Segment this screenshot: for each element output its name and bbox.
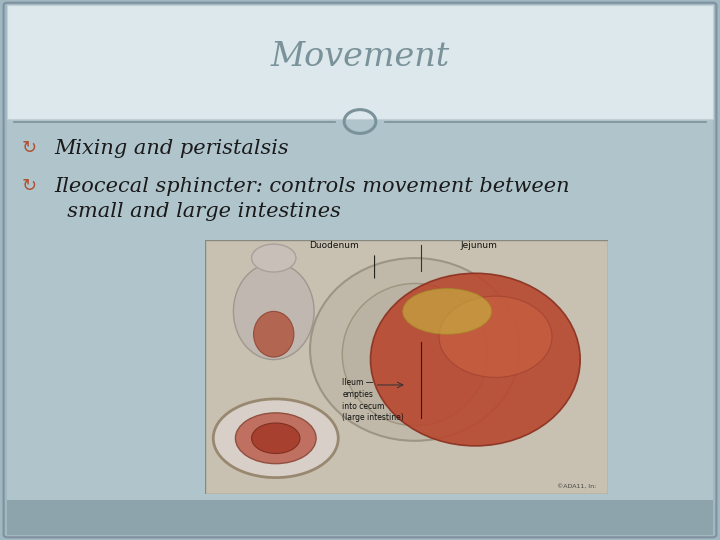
Ellipse shape: [310, 258, 520, 441]
Text: Mixing and peristalsis: Mixing and peristalsis: [54, 139, 289, 158]
Circle shape: [251, 244, 296, 272]
Text: small and large intestines: small and large intestines: [54, 202, 341, 221]
Ellipse shape: [342, 284, 487, 426]
Text: Duodenum: Duodenum: [310, 241, 359, 251]
Circle shape: [251, 423, 300, 454]
Text: ↻: ↻: [22, 139, 37, 158]
Bar: [7, 119, 713, 535]
Circle shape: [235, 413, 316, 464]
Ellipse shape: [371, 273, 580, 446]
Text: ©ADA11, In:: ©ADA11, In:: [557, 484, 596, 489]
Ellipse shape: [233, 263, 314, 360]
Text: Jejunum: Jejunum: [461, 241, 498, 251]
Text: Movement: Movement: [271, 40, 449, 73]
FancyBboxPatch shape: [4, 3, 716, 537]
Text: Ileum —
empties
into cecum
(large intestine): Ileum — empties into cecum (large intest…: [342, 378, 404, 422]
FancyBboxPatch shape: [7, 5, 713, 119]
Ellipse shape: [253, 312, 294, 357]
Text: Ileocecal sphincter: controls movement between: Ileocecal sphincter: controls movement b…: [54, 177, 570, 196]
Ellipse shape: [402, 288, 492, 334]
Ellipse shape: [439, 296, 552, 377]
Bar: [7, 500, 713, 535]
Circle shape: [213, 399, 338, 477]
Text: ↻: ↻: [22, 177, 37, 195]
